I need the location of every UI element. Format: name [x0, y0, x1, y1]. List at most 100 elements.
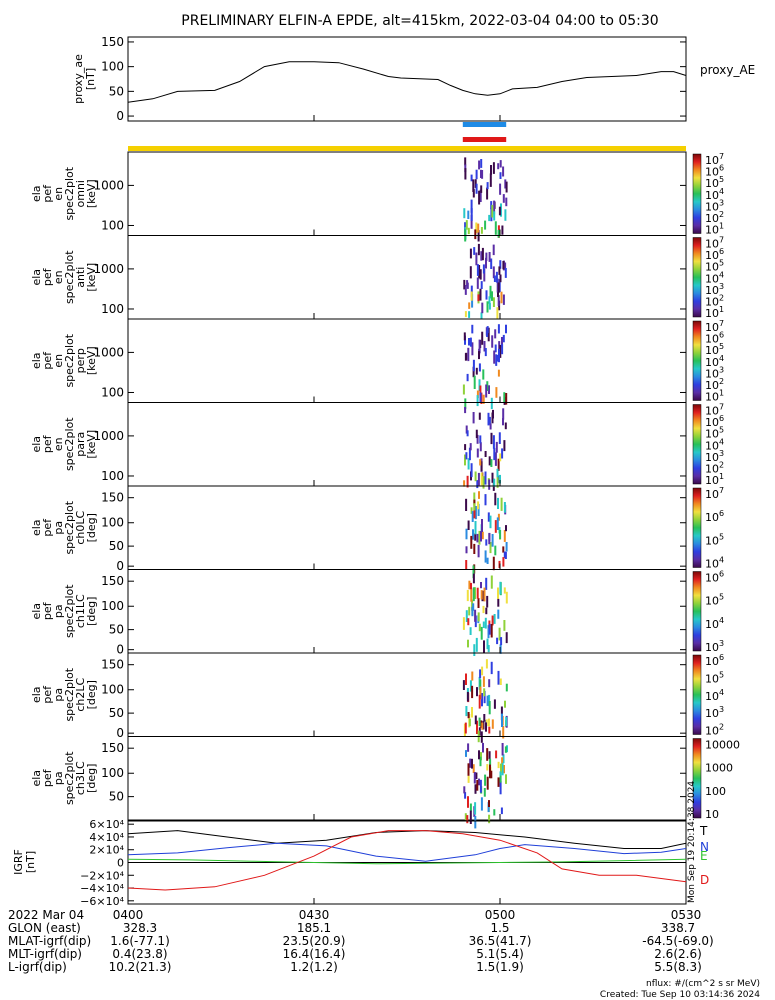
spectrogram-pixel: [479, 459, 482, 466]
spectrogram-pixel: [502, 261, 505, 270]
spectrogram-pixel: [496, 354, 499, 362]
spectrogram-pixel: [465, 498, 468, 511]
spectrogram-pixel: [490, 201, 493, 210]
spectrogram-pixel: [491, 615, 494, 626]
spectrogram-pixel: [502, 725, 505, 739]
igrf-ytick-label: 0: [117, 857, 124, 870]
spectrogram-ylabel-line: en: [52, 354, 65, 368]
colorbar-tick-exp: 1: [719, 472, 724, 481]
spectrogram-pixel: [505, 716, 508, 727]
spectrogram-pixel: [480, 797, 483, 811]
colorbar-tick-exp: 1: [719, 389, 724, 398]
spectrogram-pixel: [478, 623, 481, 632]
spectrogram-pixel: [490, 258, 493, 269]
spectrogram-pixel: [473, 644, 476, 656]
spectrogram-pixel: [472, 189, 475, 198]
spectrogram-pixel: [494, 452, 497, 466]
colorbar: [692, 237, 702, 318]
spectrogram-ytick-label: 150: [101, 574, 124, 588]
spectrogram-pixel: [480, 731, 483, 743]
spectrogram-panels: 1000100elapefenspec2plotomni[keV]1071061…: [30, 151, 740, 829]
spectrogram-ylabel-line: pef: [41, 434, 54, 453]
ephemeris-value: 2.6(2.6): [654, 947, 702, 961]
spectrogram-ylabel-line: spec2plot: [63, 584, 76, 638]
spectrogram-pixel: [467, 743, 470, 752]
spectrogram-pixel: [479, 779, 482, 793]
spectrogram-pixel: [473, 772, 476, 784]
proxy-ae-ylabel-line: proxy_ae: [72, 54, 85, 104]
igrf-legend-D: D: [700, 873, 709, 887]
spectrogram-pixel: [491, 472, 494, 483]
spectrogram-pixel: [478, 778, 480, 786]
spectrogram-pixel: [488, 252, 491, 262]
spectrogram-panel-para: 1000100elapefenspec2plotpara[keV]1071061…: [30, 402, 724, 491]
spectrogram-pixel: [486, 595, 489, 608]
spectrogram-pixel: [470, 214, 473, 229]
spectrogram-pixel: [462, 384, 465, 395]
spectrogram-pixel: [478, 491, 480, 499]
spectrogram-pixel: [505, 683, 508, 692]
spectrogram-ytick-label: 1000: [93, 345, 124, 359]
colorbar-tick-base: 10: [705, 200, 719, 213]
spectrogram-pixel: [475, 222, 478, 234]
spectrogram-pixel: [474, 587, 476, 599]
spectrogram-pixel: [483, 788, 486, 797]
spectrogram-pixel: [464, 168, 467, 180]
spectrogram-frame: [127, 402, 687, 487]
spectrogram-pixel: [489, 764, 491, 779]
spectrogram-pixel: [479, 442, 482, 452]
colorbar-tick-exp: 5: [719, 175, 724, 184]
spectrogram-pixel: [464, 722, 467, 734]
spectrogram-pixel: [490, 624, 493, 638]
spectrogram-pixel: [480, 169, 482, 178]
spectrogram-ytick-label: 100: [101, 385, 124, 399]
spectrogram-pixel: [480, 227, 483, 234]
igrf-series-N: [127, 842, 687, 862]
spectrogram-pixel: [477, 472, 480, 486]
colorbar-tick-exp: 1: [719, 305, 724, 314]
colorbar-tick-label: 107: [705, 319, 724, 334]
colorbar-tick-base: 10: [705, 474, 719, 487]
spectrogram-pixel: [503, 392, 506, 403]
spectrogram-pixel: [499, 780, 502, 795]
spectrogram-pixel: [470, 582, 472, 590]
spectrogram-pixel: [500, 807, 503, 815]
spectrogram-pixel: [483, 269, 486, 282]
spectrogram-pixel: [483, 341, 486, 352]
spectrogram-pixel: [498, 348, 500, 363]
spectrogram-ylabel-line: [deg]: [85, 597, 98, 626]
igrf-legend-N: N: [700, 840, 709, 854]
colorbar-tick-base: 10: [705, 333, 719, 346]
colorbar-tick-base: 10: [705, 224, 719, 237]
spectrogram-pixel: [474, 521, 477, 535]
spectrogram-pixel: [479, 756, 482, 767]
spectrogram-pixel: [466, 815, 469, 824]
colorbar-tick-base: 10000: [705, 739, 740, 752]
ephemeris-time-label: 0530: [671, 908, 702, 922]
spectrogram-pixel: [485, 290, 488, 300]
igrf-ytick-label: 2×10⁴: [89, 844, 124, 857]
spectrogram-pixel: [463, 279, 466, 290]
colorbar-tick-label: 106: [705, 331, 724, 346]
spectrogram-ylabel-line: ela: [30, 352, 43, 369]
proxy-ae-ytick-label: 150: [101, 35, 124, 49]
colorbar-tick-label: 105: [705, 670, 724, 685]
colorbar-tick-base: 10: [705, 462, 719, 475]
colorbar-tick-exp: 3: [719, 639, 724, 648]
colorbar-tick-exp: 4: [719, 187, 724, 196]
spectrogram-pixel: [491, 204, 494, 218]
spectrogram-pixel: [470, 208, 473, 221]
colorbar-tick-label: 104: [705, 187, 724, 202]
spectrogram-pixel: [496, 637, 499, 645]
spectrogram-pixel: [488, 479, 491, 490]
spectrogram-pixel: [496, 517, 499, 530]
spectrogram-pixel: [476, 390, 479, 399]
spectrogram-ytick-label: 100: [101, 302, 124, 316]
colorbar-tick-base: 10: [705, 321, 719, 334]
spectrogram-pixel: [497, 458, 500, 471]
spectrogram-pixel: [500, 497, 503, 511]
colorbar: [692, 320, 702, 401]
spectrogram-pixel: [486, 326, 489, 334]
spectrogram-pixel: [494, 221, 497, 235]
